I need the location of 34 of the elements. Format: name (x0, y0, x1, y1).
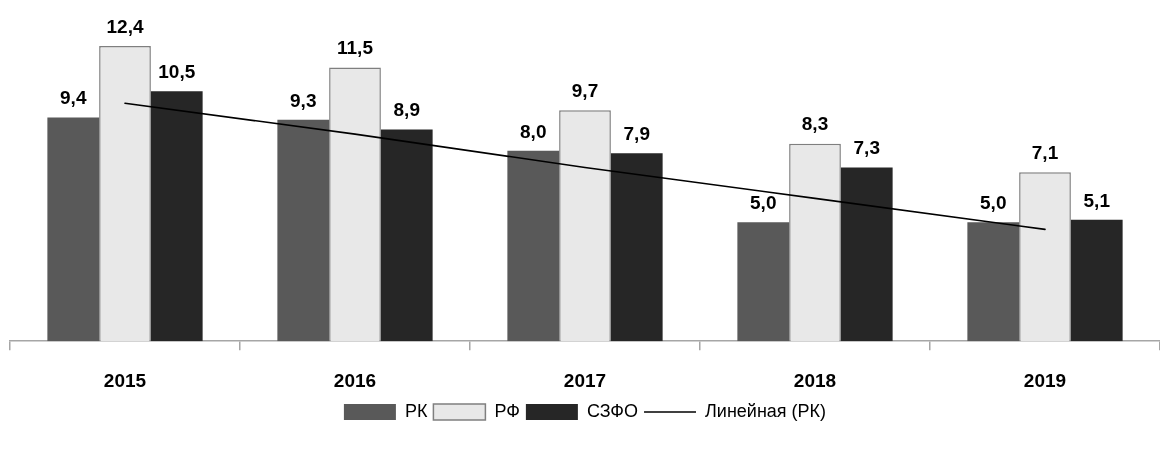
bar (150, 91, 203, 342)
data-label: 5,0 (980, 191, 1007, 213)
bar (380, 129, 433, 342)
data-label: 11,5 (337, 37, 374, 59)
bar (507, 150, 560, 342)
data-label: 12,4 (106, 15, 144, 37)
bar (737, 222, 790, 342)
legend-label: Линейная (РК) (705, 400, 827, 421)
legend-label: РК (404, 400, 428, 421)
data-label: 7,3 (853, 137, 880, 159)
data-label: 7,9 (623, 122, 650, 144)
legend-label: РФ (494, 400, 520, 421)
bar (47, 117, 100, 342)
bar (1070, 219, 1123, 342)
data-label: 9,3 (290, 89, 317, 111)
x-tick-label: 2017 (563, 369, 607, 391)
x-tick-label: 2018 (793, 369, 837, 391)
data-label: 8,3 (801, 113, 829, 135)
data-label: 5,1 (1083, 189, 1111, 211)
bar (840, 167, 893, 342)
x-tick-label: 2019 (1023, 369, 1067, 391)
x-tick-label: 2015 (103, 369, 147, 391)
data-label: 8,0 (520, 120, 547, 142)
data-label: 9,4 (60, 87, 87, 109)
bar (277, 119, 330, 342)
data-label: 5,0 (750, 191, 777, 213)
legend-label: СЗФО (586, 400, 639, 421)
data-label: 8,9 (393, 99, 420, 121)
data-label: 7,1 (1031, 141, 1059, 163)
x-tick-label: 2016 (333, 369, 377, 391)
bar (967, 222, 1020, 342)
bar (610, 153, 663, 342)
data-label: 10,5 (158, 61, 196, 83)
data-label: 9,7 (571, 80, 599, 102)
